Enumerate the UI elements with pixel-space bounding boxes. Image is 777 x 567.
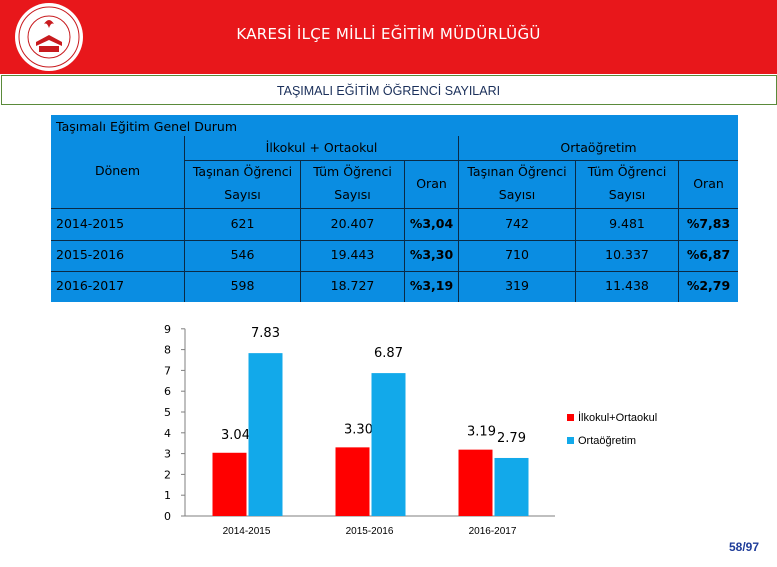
row-total-primary: 18.727 (330, 278, 375, 293)
chart-bar (494, 457, 529, 516)
grid-line (678, 160, 679, 302)
chart-bar (335, 447, 370, 516)
row-transported-primary: 546 (230, 247, 255, 262)
group-header-secondary: Ortaöğretim (560, 140, 637, 155)
row-transported-primary: 598 (230, 278, 255, 293)
x-tick-label: 2016-2017 (469, 526, 517, 537)
y-tick-label: 8 (164, 344, 171, 357)
row-period: 2015-2016 (56, 247, 125, 262)
grid-line (51, 271, 738, 272)
col-header-transported-2: Sayısı (498, 187, 536, 202)
col-header-total-2: Sayısı (334, 187, 371, 202)
chart-bar (248, 353, 283, 516)
legend-label: Ortaöğretim (578, 435, 636, 447)
subtitle-box (1, 75, 777, 105)
row-ratio-secondary: %6,87 (686, 247, 731, 262)
row-total-primary: 19.443 (330, 247, 375, 262)
col-header-total-2: Sayısı (608, 187, 646, 202)
grid-line (184, 160, 738, 161)
y-tick-label: 3 (164, 448, 171, 461)
y-tick-label: 4 (164, 427, 171, 440)
chart-bar (458, 449, 493, 516)
row-total-secondary: 9.481 (609, 216, 645, 231)
y-tick-label: 0 (164, 510, 171, 523)
y-tick-label: 9 (164, 323, 171, 336)
row-total-secondary: 11.438 (605, 278, 649, 293)
grid-line (404, 160, 405, 302)
col-header-transported-2: Sayısı (224, 187, 261, 202)
row-ratio-primary: %3,04 (409, 216, 454, 231)
bar-value-label: 7.83 (251, 326, 280, 341)
group-header-primary: İlkokul + Ortaokul (265, 140, 378, 155)
bar-value-label: 3.19 (467, 425, 496, 440)
col-header-total: Tüm Öğrenci (313, 164, 392, 179)
y-tick-label: 7 (164, 364, 171, 377)
chart-bar (371, 373, 406, 516)
legend-label: İlkokul+Ortaokul (578, 411, 657, 424)
col-header-ratio: Oran (693, 176, 724, 191)
row-transported-secondary: 710 (505, 247, 529, 262)
bar-value-label: 3.30 (344, 422, 373, 437)
row-ratio-primary: %3,30 (409, 247, 454, 262)
x-tick-label: 2015-2016 (346, 526, 394, 537)
header-title: KARESİ İLÇE MİLLİ EĞİTİM MÜDÜRLÜĞÜ (236, 25, 541, 43)
bar-value-label: 2.79 (497, 431, 526, 446)
grid-line (51, 240, 738, 241)
grid-line (51, 208, 738, 209)
legend-swatch (567, 414, 574, 421)
col-header-period: Dönem (94, 163, 141, 178)
table-caption: Taşımalı Eğitim Genel Durum (56, 119, 238, 134)
legend-swatch (567, 437, 574, 444)
col-header-transported: Taşınan Öğrenci (192, 164, 293, 179)
row-period: 2016-2017 (56, 278, 125, 293)
y-tick-label: 5 (164, 406, 171, 419)
row-transported-secondary: 319 (505, 278, 529, 293)
col-header-transported: Taşınan Öğrenci (467, 164, 567, 179)
grid-line (300, 160, 301, 302)
ministry-logo-icon (15, 3, 83, 71)
row-transported-primary: 621 (230, 216, 255, 231)
header-banner (0, 0, 777, 74)
row-ratio-primary: %3,19 (409, 278, 454, 293)
y-tick-label: 6 (164, 385, 171, 398)
row-ratio-secondary: %7,83 (686, 216, 731, 231)
bar-value-label: 3.04 (221, 428, 250, 443)
y-tick-label: 1 (164, 489, 171, 502)
row-total-secondary: 10.337 (605, 247, 649, 262)
chart-bar (212, 452, 247, 516)
row-ratio-secondary: %2,79 (686, 278, 731, 293)
grid-line (575, 160, 576, 302)
bar-value-label: 6.87 (374, 346, 403, 361)
row-total-primary: 20.407 (330, 216, 375, 231)
y-tick-label: 2 (164, 468, 171, 481)
grid-line (458, 136, 459, 302)
page-subtitle: TAŞIMALI EĞİTİM ÖĞRENCİ SAYILARI (276, 84, 501, 98)
x-tick-label: 2014-2015 (223, 526, 271, 537)
col-header-ratio: Oran (416, 176, 447, 191)
page-number: 58/97 (728, 540, 759, 554)
grid-line (184, 136, 185, 302)
row-period: 2014-2015 (56, 216, 125, 231)
row-transported-secondary: 742 (505, 216, 529, 231)
col-header-total: Tüm Öğrenci (587, 164, 667, 179)
